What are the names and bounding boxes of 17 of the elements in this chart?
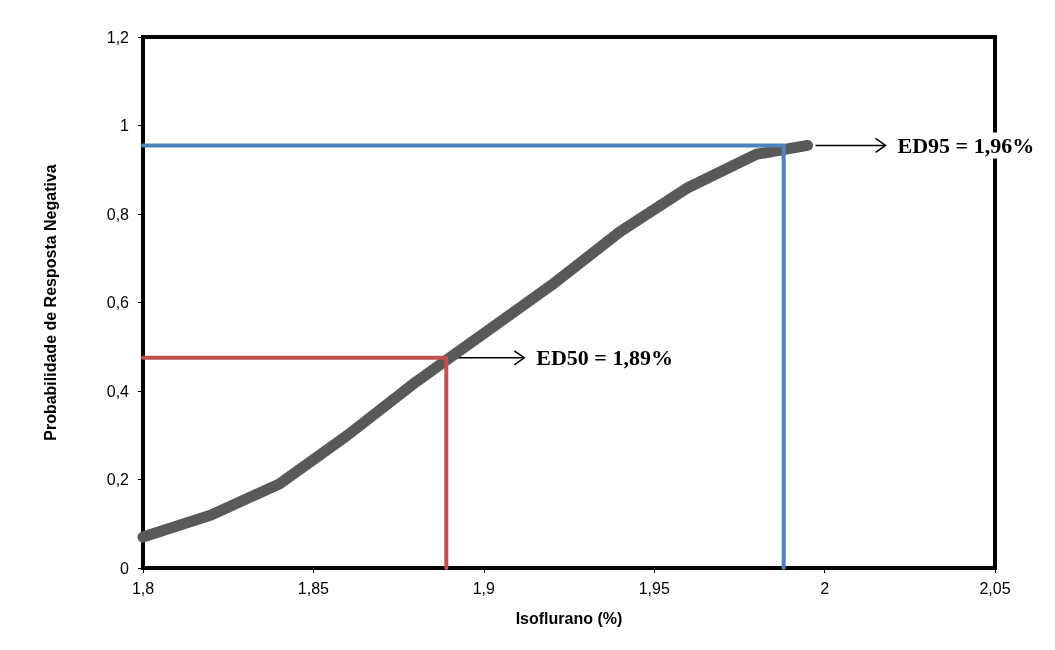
x-tick-label: 1,9 (472, 579, 496, 597)
y-tick-label: 0,4 (106, 382, 130, 400)
x-tick-label: 1,95 (638, 579, 670, 597)
x-tick-label: 1,85 (297, 579, 330, 597)
y-tick-label: 0,6 (106, 294, 130, 311)
x-axis-title: Isoflurano (%) (515, 609, 623, 627)
y-tick-label: 0 (120, 559, 130, 577)
y-tick-label: 1 (120, 117, 130, 134)
x-tick-label: 2,05 (979, 579, 1011, 597)
y-axis-title: Probabilidade de Resposta Negativa (41, 164, 59, 441)
x-tick-label: 1,8 (131, 579, 155, 597)
x-tick-label: 2 (820, 579, 830, 597)
annotation: ED50 = 1,89% (536, 345, 673, 371)
y-tick-label: 0,8 (106, 205, 130, 223)
y-tick-label: 0,2 (106, 471, 130, 488)
y-tick-label: 1,2 (106, 28, 130, 46)
annotation: ED95 = 1,96% (897, 132, 1035, 158)
